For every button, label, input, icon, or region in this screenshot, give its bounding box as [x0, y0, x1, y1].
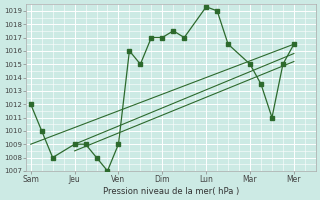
X-axis label: Pression niveau de la mer( hPa ): Pression niveau de la mer( hPa ) — [103, 187, 239, 196]
